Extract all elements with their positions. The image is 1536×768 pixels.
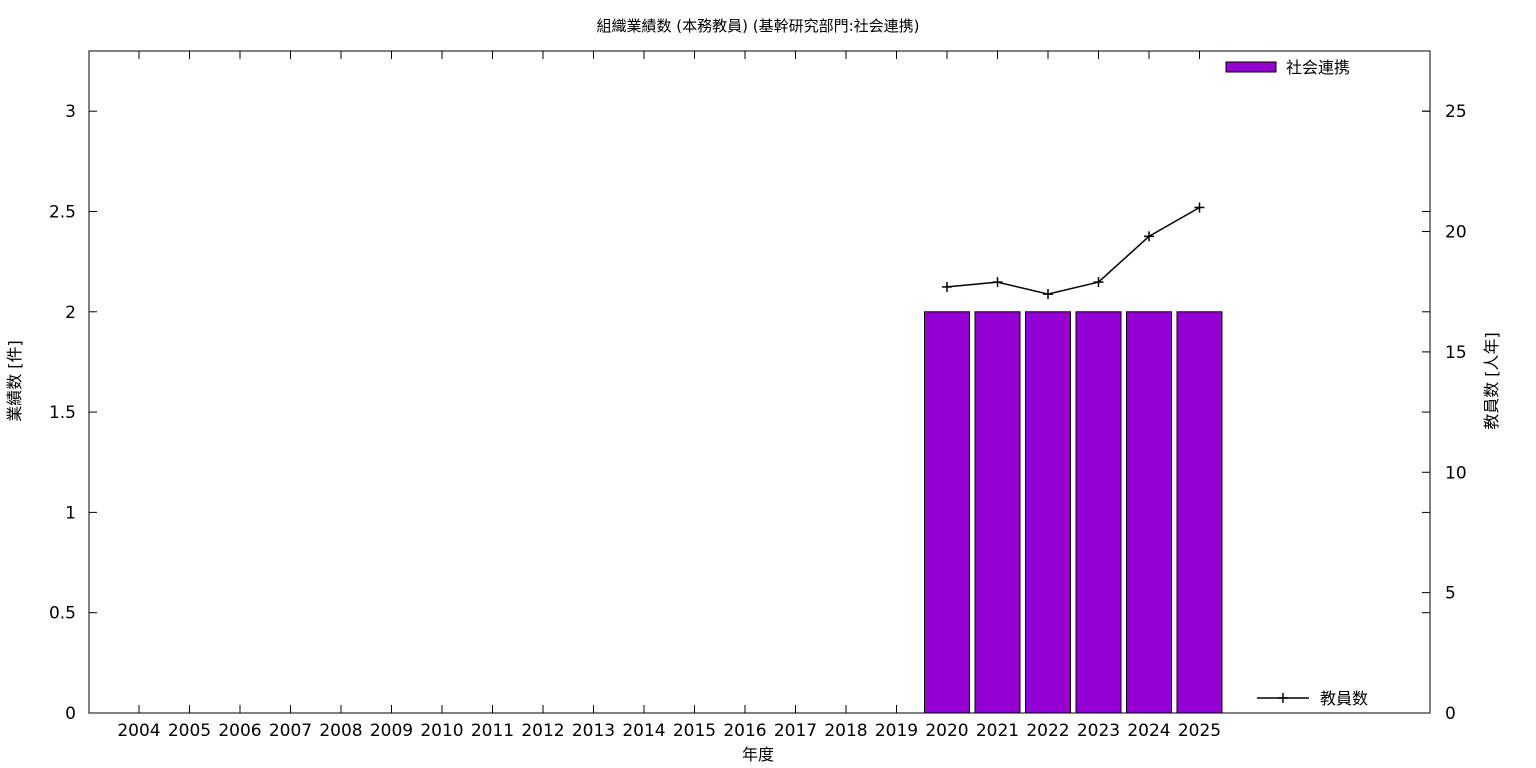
x-tick-label: 2005 <box>168 721 211 741</box>
y2-tick-label: 0 <box>1445 704 1456 724</box>
x-tick-label: 2010 <box>420 721 463 741</box>
y-axis-title: 業績数 [件] <box>5 340 24 422</box>
y-tick-label: 3 <box>65 102 76 122</box>
x-tick-label: 2017 <box>774 721 817 741</box>
x-tick-label: 2024 <box>1127 721 1170 741</box>
x-tick-label: 2012 <box>521 721 564 741</box>
x-tick-label: 2021 <box>976 721 1019 741</box>
x-tick-label: 2023 <box>1077 721 1120 741</box>
bar-2022 <box>1025 311 1071 714</box>
y-tick-label: 1.5 <box>49 403 76 423</box>
y2-tick-label: 15 <box>1445 343 1467 363</box>
x-tick-label: 2020 <box>925 721 968 741</box>
y2-axis-title: 教員数 [人年] <box>1482 332 1501 430</box>
x-tick-label: 2004 <box>117 721 160 741</box>
y2-tick-label: 10 <box>1445 463 1467 483</box>
x-tick-label: 2025 <box>1178 721 1221 741</box>
y-tick-label: 0 <box>65 704 76 724</box>
x-tick-label: 2006 <box>218 721 261 741</box>
bar-2021 <box>974 311 1021 714</box>
plot-frame <box>88 50 1431 714</box>
bar-2025 <box>1176 311 1223 714</box>
y-tick-label: 2 <box>65 303 76 323</box>
x-tick-label: 2013 <box>572 721 615 741</box>
chart-title: 組織業績数 (本務教員) (基幹研究部門:社会連携) <box>596 17 919 35</box>
legend-line-label: 教員数 <box>1320 689 1368 708</box>
bar-2024 <box>1126 311 1172 714</box>
legend-bar-swatch <box>1225 61 1277 73</box>
y-tick-label: 2.5 <box>49 202 76 222</box>
x-tick-label: 2019 <box>875 721 918 741</box>
x-tick-label: 2009 <box>370 721 413 741</box>
x-tick-label: 2018 <box>824 721 867 741</box>
x-tick-label: 2011 <box>471 721 514 741</box>
legend-line-entry: 教員数 <box>1257 689 1368 708</box>
x-tick-label: 2022 <box>1026 721 1069 741</box>
y2-tick-label: 20 <box>1445 223 1467 243</box>
x-tick-label: 2007 <box>269 721 312 741</box>
x-tick-label: 2016 <box>723 721 766 741</box>
y-tick-label: 1 <box>65 503 76 523</box>
x-axis-title: 年度 <box>742 745 774 764</box>
bar-2023 <box>1075 311 1122 714</box>
bar-2020 <box>924 311 970 714</box>
faculty-count-line <box>946 206 1200 295</box>
x-tick-label: 2008 <box>319 721 362 741</box>
legend-bar-label: 社会連携 <box>1286 58 1350 77</box>
x-tick-label: 2015 <box>673 721 716 741</box>
legend-bar-entry: 社会連携 <box>1225 58 1350 77</box>
y-tick-label: 0.5 <box>49 604 76 624</box>
x-tick-label: 2014 <box>622 721 665 741</box>
y2-tick-label: 25 <box>1445 102 1467 122</box>
y2-tick-label: 5 <box>1445 584 1456 604</box>
